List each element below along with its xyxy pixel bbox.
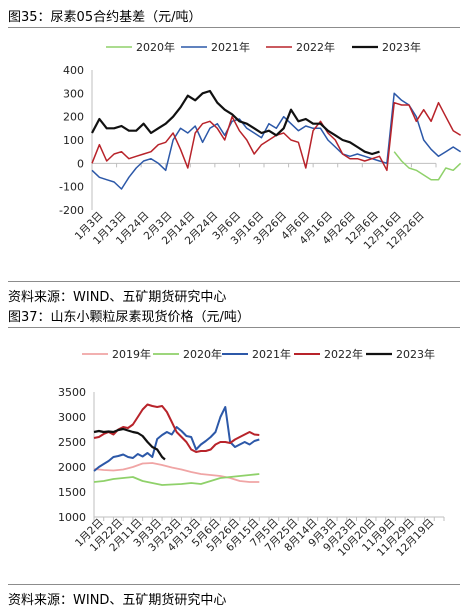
figure37-top-rule bbox=[8, 327, 460, 328]
figure35-bottom-rule bbox=[8, 281, 460, 282]
y-tick-label: -100 bbox=[59, 181, 84, 194]
series-line-2020年 bbox=[93, 473, 260, 486]
series-line-2022年 bbox=[93, 403, 260, 453]
y-tick-label: 1000 bbox=[58, 511, 86, 524]
y-tick-label: 200 bbox=[63, 111, 84, 124]
figure37-bottom-rule bbox=[8, 584, 460, 585]
figure37-source: 资料来源：WIND、五矿期货研究中心 bbox=[8, 593, 227, 608]
y-tick-label: -200 bbox=[59, 204, 84, 217]
y-tick-label: 400 bbox=[63, 64, 84, 77]
figure35-top-rule bbox=[8, 27, 460, 28]
legend-label: 2019年 bbox=[112, 347, 151, 361]
y-tick-label: 2500 bbox=[58, 436, 86, 449]
legend-label: 2023年 bbox=[382, 40, 421, 54]
legend-label: 2022年 bbox=[296, 40, 335, 54]
y-tick-label: 3000 bbox=[58, 411, 86, 424]
legend-label: 2020年 bbox=[136, 40, 175, 54]
series-line-2023年 bbox=[93, 427, 166, 461]
basis-line-chart: 2020年 2021年 2022年 2023年 400 300 200 100 0 -100 -20… bbox=[59, 40, 462, 252]
series-line-2020年 bbox=[393, 151, 462, 181]
y-tick-label: 100 bbox=[63, 134, 84, 147]
series-line-2021年 bbox=[93, 406, 260, 472]
figure35-title: 图35：尿素05合约基差（元/吨） bbox=[8, 10, 202, 25]
legend-label: 2021年 bbox=[211, 40, 250, 54]
y-tick-label: 0 bbox=[77, 157, 84, 170]
legend-label: 2023年 bbox=[396, 347, 435, 361]
y-tick-label: 3500 bbox=[58, 386, 86, 399]
series-line-2023年 bbox=[91, 89, 380, 156]
legend-label: 2021年 bbox=[252, 347, 291, 361]
y-tick-label: 2000 bbox=[58, 461, 86, 474]
series-line-2019年 bbox=[93, 462, 260, 483]
y-tick-label: 300 bbox=[63, 87, 84, 100]
y-tick-label: 1500 bbox=[58, 486, 86, 499]
figure37-title: 图37：山东小颗粒尿素现货价格（元/吨） bbox=[8, 310, 250, 325]
legend-label: 2020年 bbox=[183, 347, 222, 361]
spot-price-line-chart: 2019年 2020年 2021年 2022年 2023年 3500 3000 2500 200… bbox=[58, 347, 445, 559]
figure35-source: 资料来源：WIND、五矿期货研究中心 bbox=[8, 290, 227, 305]
legend-label: 2022年 bbox=[324, 347, 363, 361]
series-line-2021年 bbox=[91, 92, 462, 190]
